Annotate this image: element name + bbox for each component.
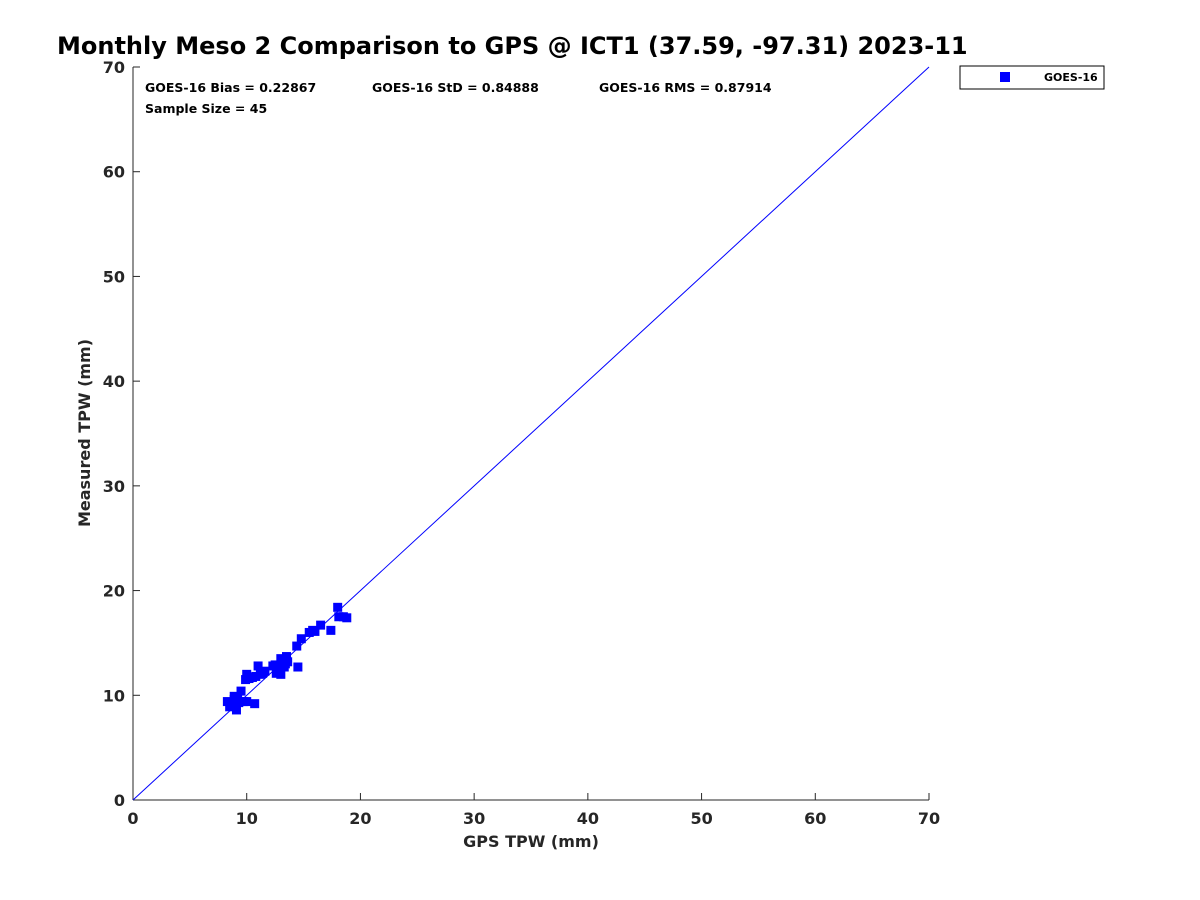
data-point [276,669,286,679]
data-point [282,652,292,662]
x-tick-label: 0 [127,809,138,828]
data-point [271,668,281,678]
data-point [222,697,232,707]
data-point [229,691,239,701]
y-tick-label: 40 [103,372,125,391]
legend-marker-square [1000,72,1010,82]
data-point [251,671,261,681]
stat-std: GOES-16 StD = 0.84888 [372,80,539,95]
stat-bias: GOES-16 Bias = 0.22867 [145,80,316,95]
data-point [253,661,263,671]
data-point [242,697,252,707]
x-tick-label: 20 [349,809,371,828]
legend: GOES-16 [959,65,1105,90]
y-tick-label: 10 [103,686,125,705]
data-point [283,657,293,667]
data-point [316,620,326,630]
x-tick-label: 40 [577,809,599,828]
y-axis-label: Measured TPW (mm) [75,339,94,527]
y-tick-label: 20 [103,582,125,601]
data-point [334,612,344,622]
stat-rms: GOES-16 RMS = 0.87914 [599,80,772,95]
data-point [250,699,260,709]
y-tick-label: 60 [103,163,125,182]
y-tick-label: 0 [114,791,125,810]
data-point [292,641,302,651]
data-point [236,686,246,696]
data-point [333,602,343,612]
one-to-one-line [132,66,930,801]
data-point [234,698,244,708]
data-point [326,625,336,635]
x-tick-label: 60 [804,809,826,828]
y-tick-label: 70 [103,58,125,77]
x-tick-label: 70 [918,809,940,828]
data-point [293,662,303,672]
legend-label: GOES-16 [1044,71,1098,84]
legend-box [959,65,1105,90]
axes: 0 10 20 30 40 50 60 70 0 10 20 30 40 50 60 70 [103,58,940,828]
x-tick-label: 30 [463,809,485,828]
x-tick-label: 10 [236,809,258,828]
x-tick-label: 50 [690,809,712,828]
y-tick-label: 30 [103,477,125,496]
data-point [310,626,320,636]
reference-line-group [132,66,930,801]
data-points [222,602,352,715]
data-point [296,634,306,644]
y-tick-label: 50 [103,267,125,286]
chart-title: Monthly Meso 2 Comparison to GPS @ ICT1 … [57,32,968,60]
data-point [270,660,280,670]
data-point [342,613,352,623]
data-point [258,668,268,678]
stat-sample-size: Sample Size = 45 [145,101,267,116]
x-axis-label: GPS TPW (mm) [463,832,599,851]
data-point [231,705,241,715]
